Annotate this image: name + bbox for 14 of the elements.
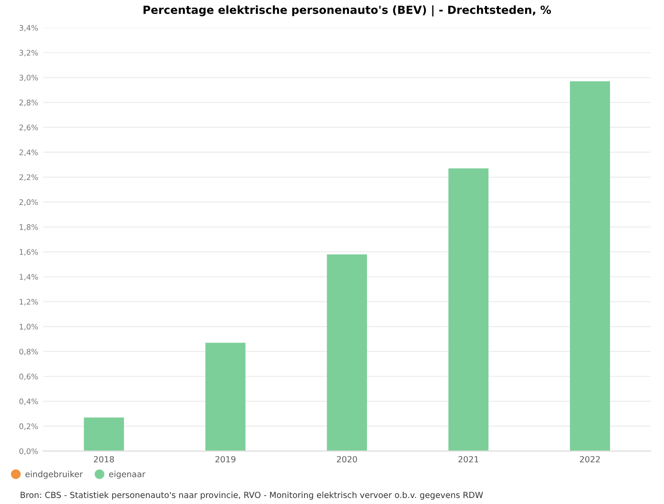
bar — [326, 254, 367, 452]
x-tick-label: 2020 — [336, 456, 357, 462]
text: Bron: CBS - Statistiek personenauto's naar provincie, RVO - Monitoring elektrisch vervoer o.b.v. gegevens RDW — [20, 492, 483, 500]
x-tick-label: 2019 — [215, 456, 236, 462]
legend-label: eigenaar — [109, 470, 146, 479]
chart-title: Percentage elektrische personenauto's (BEV) | - Drechtsteden, % — [144, 5, 551, 16]
bar — [570, 81, 610, 452]
x-tick-label: 2021 — [458, 456, 478, 462]
x-tick-label: 2022 — [580, 456, 600, 462]
legend-label: eindgebruiker — [25, 470, 83, 479]
bar — [205, 342, 246, 452]
x-tick-label: 2018 — [94, 456, 114, 462]
bar — [84, 417, 124, 452]
bar — [448, 168, 488, 452]
